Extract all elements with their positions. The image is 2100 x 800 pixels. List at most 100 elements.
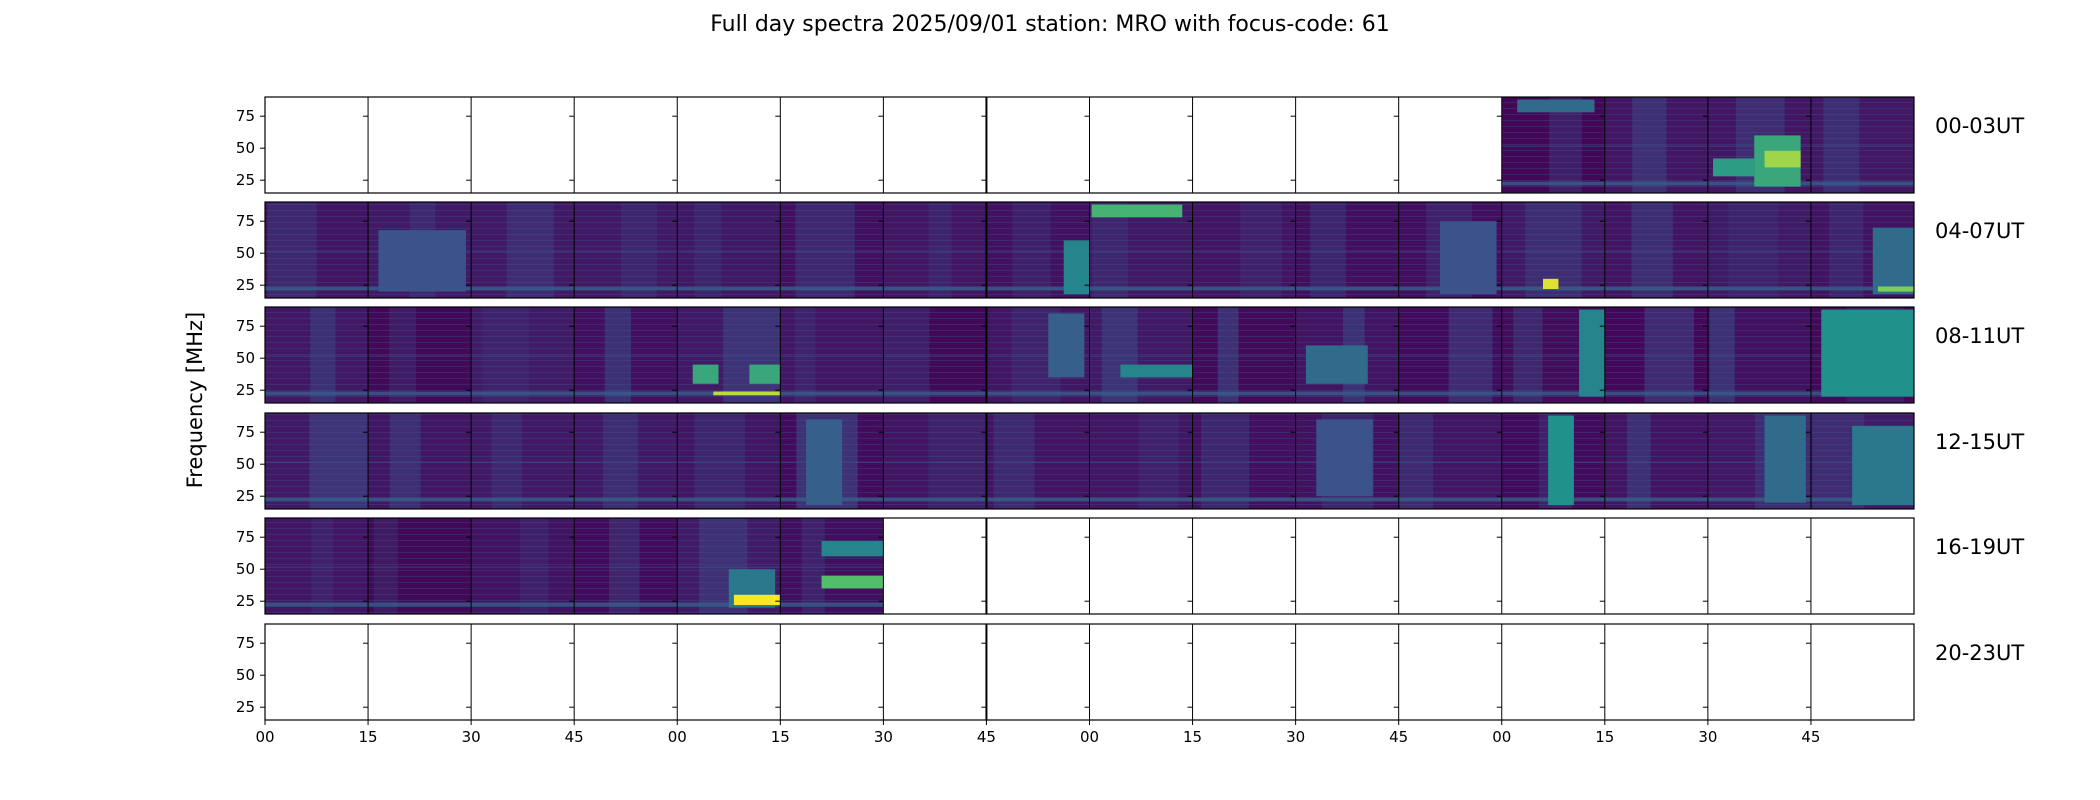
x-tick-label: 15 [1595, 728, 1614, 746]
x-tick-label: 30 [874, 728, 893, 746]
burst-mark [1517, 99, 1595, 113]
burst-mark [749, 364, 781, 384]
y-tick-label: 75 [236, 107, 255, 125]
spectrum-panel [1810, 97, 1914, 193]
y-tick-label: 50 [236, 560, 255, 578]
spectrum-panel [471, 518, 575, 614]
spectrum-panel [265, 202, 369, 298]
spectrum-panel [1192, 202, 1296, 298]
spectrum-panel [574, 307, 678, 403]
burst-mark [1542, 278, 1559, 290]
spectrum-panel [986, 413, 1090, 509]
burst-mark [713, 391, 781, 396]
burst-mark [1316, 419, 1373, 497]
spectrum-panel [368, 518, 472, 614]
y-tick-label: 75 [236, 528, 255, 546]
spectrum-panel [1192, 307, 1296, 403]
burst-mark [1877, 286, 1914, 292]
row-label: 00-03UT [1935, 114, 2024, 138]
spectrum-panel [780, 307, 884, 403]
spectrum-panel [471, 413, 575, 509]
spectrum-panel [883, 413, 987, 509]
x-tick-label: 45 [977, 728, 996, 746]
spectrum-panel [1604, 307, 1708, 403]
spectrum-panel [1398, 413, 1502, 509]
x-tick-label: 45 [1389, 728, 1408, 746]
spectrum-panel [471, 307, 575, 403]
spectrum-panel [1604, 413, 1708, 509]
burst-mark [378, 230, 466, 292]
row-label: 12-15UT [1935, 430, 2024, 454]
row-label: 16-19UT [1935, 535, 2024, 559]
y-tick-label: 75 [236, 212, 255, 230]
spectrum-panel [265, 518, 369, 614]
spectrum-panel [1707, 307, 1811, 403]
burst-mark [1764, 150, 1801, 168]
spectrum-panel [368, 307, 472, 403]
y-tick-label: 25 [236, 592, 255, 610]
row-label: 08-11UT [1935, 324, 2024, 348]
x-tick-label: 30 [462, 728, 481, 746]
burst-mark [1305, 345, 1368, 384]
y-tick-label: 75 [236, 317, 255, 335]
burst-mark [1548, 415, 1574, 506]
row-label: 04-07UT [1935, 219, 2024, 243]
burst-mark [821, 541, 884, 557]
y-tick-label: 25 [236, 487, 255, 505]
spectrum-panel [1604, 97, 1708, 193]
spectrum-panel [1810, 202, 1914, 298]
spectrum-panel [1398, 307, 1502, 403]
burst-mark [1821, 309, 1914, 397]
y-tick-label: 75 [236, 423, 255, 441]
x-tick-label: 00 [1080, 728, 1099, 746]
burst-mark [1439, 221, 1497, 295]
spectrum-panel [883, 307, 987, 403]
spectrum-panel [677, 202, 781, 298]
burst-mark [806, 419, 843, 506]
spectrum-panel [574, 202, 678, 298]
x-tick-label: 15 [359, 728, 378, 746]
x-tick-label: 45 [565, 728, 584, 746]
spectrum-panel [677, 307, 781, 403]
y-tick-label: 25 [236, 698, 255, 716]
spectrum-panel [1089, 202, 1193, 298]
spectrum-panel [574, 413, 678, 509]
x-tick-label: 15 [771, 728, 790, 746]
burst-mark [1713, 158, 1755, 177]
spectrum-panel [1089, 307, 1193, 403]
y-tick-label: 50 [236, 666, 255, 684]
burst-mark [1764, 415, 1806, 503]
y-tick-label: 25 [236, 276, 255, 294]
x-tick-label: 00 [255, 728, 274, 746]
spectrum-panel [368, 413, 472, 509]
spectrum-panel [265, 307, 369, 403]
spectrum-panel [1089, 413, 1193, 509]
y-tick-label: 75 [236, 634, 255, 652]
burst-mark [692, 364, 719, 384]
spectrum-panel [1501, 202, 1605, 298]
spectrum-panel [1192, 413, 1296, 509]
burst-mark [733, 594, 781, 606]
spectrum-panel [471, 202, 575, 298]
burst-mark [1852, 425, 1914, 506]
spectrum-panel [265, 413, 369, 509]
y-tick-label: 50 [236, 455, 255, 473]
x-tick-label: 30 [1698, 728, 1717, 746]
spectrum-panel [1501, 97, 1605, 193]
y-tick-label: 50 [236, 349, 255, 367]
y-tick-label: 50 [236, 244, 255, 262]
x-tick-label: 00 [668, 728, 687, 746]
x-tick-label: 45 [1801, 728, 1820, 746]
x-tick-label: 30 [1286, 728, 1305, 746]
spectrum-panel [1707, 202, 1811, 298]
spectrum-panel [780, 518, 884, 614]
y-tick-label: 25 [236, 381, 255, 399]
x-tick-label: 00 [1492, 728, 1511, 746]
spectrum-panel [780, 202, 884, 298]
chart-title: Full day spectra 2025/09/01 station: MRO… [710, 12, 1390, 37]
burst-mark [1579, 309, 1605, 397]
y-tick-label: 50 [236, 139, 255, 157]
burst-mark [1120, 364, 1193, 378]
